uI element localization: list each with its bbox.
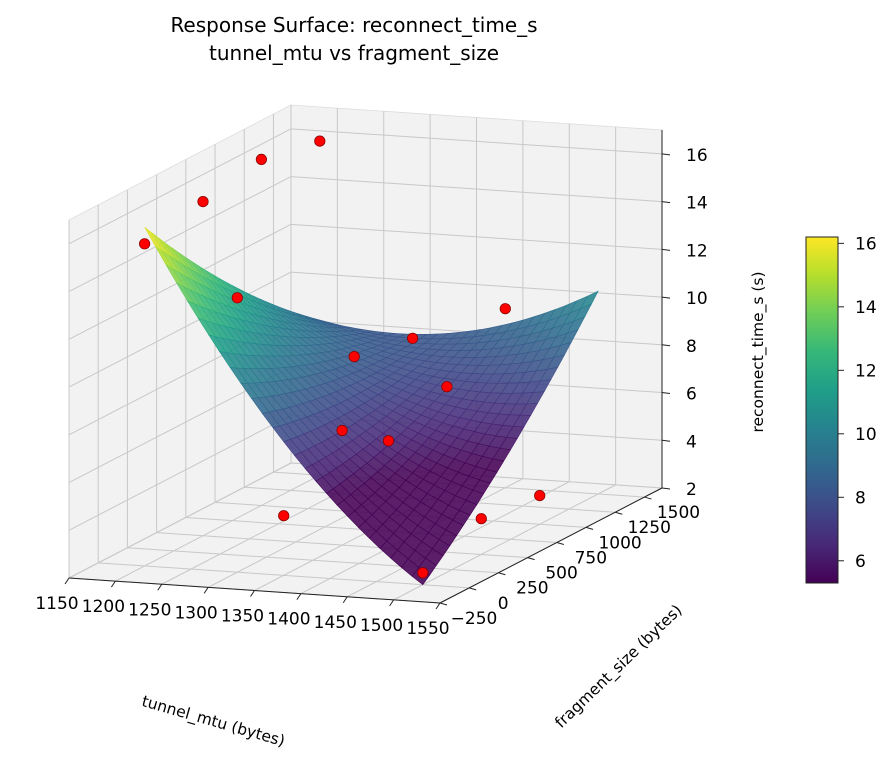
observation-point xyxy=(441,381,453,393)
y-tick-label: 750 xyxy=(575,549,607,569)
y-tick-label: −250 xyxy=(451,609,498,629)
y-axis-line xyxy=(439,487,663,604)
grid-line-z xyxy=(68,462,292,579)
colorbar-gradient xyxy=(805,236,839,584)
grid-line-x xyxy=(115,465,338,582)
chart-subtitle: tunnel_mtu vs fragment_size xyxy=(209,41,499,65)
y-tick-label: 500 xyxy=(545,564,577,584)
y-tick-label: 1250 xyxy=(628,518,671,538)
y-tick xyxy=(644,496,652,500)
grid-line-z xyxy=(290,176,663,203)
x-tick xyxy=(296,593,302,600)
z-tick xyxy=(661,248,671,251)
y-tick-label: 1000 xyxy=(598,533,641,553)
grid-line-x xyxy=(393,484,616,601)
colorbar-tick-label: 12 xyxy=(855,361,877,381)
z-tick xyxy=(661,392,671,395)
grid-line-y xyxy=(98,562,470,589)
y-axis-label: fragment_size (bytes) xyxy=(551,601,686,732)
y-tick xyxy=(469,587,477,591)
z-tick xyxy=(661,487,671,490)
z-axis-label: reconnect_time_s (s) xyxy=(749,271,768,432)
grid-line-z xyxy=(68,128,292,245)
z-tick xyxy=(661,296,671,299)
y-tick xyxy=(615,511,623,515)
y-tick-label: 250 xyxy=(516,579,548,599)
grid-line-x xyxy=(347,481,570,598)
z-tick-label: 16 xyxy=(686,146,708,166)
y-tick xyxy=(556,541,564,545)
y-tick xyxy=(585,526,594,530)
x-tick xyxy=(342,596,348,604)
observation-point xyxy=(197,196,209,208)
observation-point xyxy=(475,513,487,525)
chart-title: Response Surface: reconnect_time_s xyxy=(170,13,537,37)
axes-ticks: 1150 1200 1250 1300 1350 1400 1450 1500 1550 −250… xyxy=(35,130,708,639)
x-tick-label: 1150 xyxy=(35,594,78,614)
z-tick xyxy=(661,344,671,347)
observation-point xyxy=(314,135,326,147)
observation-points xyxy=(139,135,546,579)
x-axis-label: tunnel_mtu (bytes) xyxy=(140,692,287,751)
observation-point xyxy=(406,332,419,344)
grid-line-y xyxy=(127,547,499,574)
y-tick-label: 1500 xyxy=(657,503,700,523)
observation-point xyxy=(348,350,360,363)
x-tick xyxy=(435,602,441,610)
observation-point xyxy=(534,489,546,502)
colorbar-tick-label: 6 xyxy=(855,552,866,572)
x-tick xyxy=(389,599,395,607)
colorbar-tick-label: 8 xyxy=(855,488,866,508)
grid-line-z xyxy=(68,414,292,531)
observation-point xyxy=(336,424,348,437)
grid-line-z xyxy=(290,128,663,155)
x-tick-label: 1350 xyxy=(221,607,264,627)
grid-line-z xyxy=(290,223,663,250)
y-tick xyxy=(498,572,506,576)
observation-point xyxy=(417,567,429,579)
grid-line-z xyxy=(68,271,292,388)
z-tick xyxy=(661,153,671,156)
observation-point xyxy=(255,153,267,165)
z-tick-label: 10 xyxy=(686,289,708,309)
y-tick xyxy=(439,602,448,606)
observation-point xyxy=(382,435,395,447)
observation-point xyxy=(139,238,151,250)
grid-line-y xyxy=(156,532,528,559)
colorbar: 6 8 10 12 14 16 xyxy=(805,234,877,584)
x-tick xyxy=(203,587,209,594)
grid-line-z xyxy=(290,271,663,298)
y-tick xyxy=(527,557,535,561)
z-tick xyxy=(661,439,671,442)
x-tick-label: 1400 xyxy=(267,610,310,630)
observation-point xyxy=(499,303,511,315)
z-tick-label: 12 xyxy=(686,241,708,261)
x-tick xyxy=(64,577,70,585)
colorbar-tick-label: 16 xyxy=(855,234,877,254)
observation-point xyxy=(278,510,290,522)
z-tick-label: 4 xyxy=(686,432,697,452)
colorbar-tick-label: 10 xyxy=(855,425,877,445)
y-tick-label: 0 xyxy=(498,594,509,614)
x-tick xyxy=(157,583,163,591)
x-tick xyxy=(110,580,116,588)
x-tick-label: 1300 xyxy=(174,603,217,623)
x-tick-label: 1250 xyxy=(128,600,171,620)
x-tick-label: 1550 xyxy=(406,619,449,639)
z-tick xyxy=(661,201,671,204)
z-tick-label: 14 xyxy=(686,194,708,214)
x-tick-label: 1500 xyxy=(360,616,403,636)
z-tick-label: 2 xyxy=(686,480,697,500)
x-tick-label: 1450 xyxy=(314,613,357,633)
x-tick-label: 1200 xyxy=(82,597,125,617)
x-tick xyxy=(250,590,255,597)
z-tick-label: 8 xyxy=(686,337,697,357)
colorbar-tick-label: 14 xyxy=(855,298,877,318)
observation-point xyxy=(231,292,243,304)
z-tick-label: 6 xyxy=(686,385,697,405)
grid-line-z xyxy=(68,176,292,293)
